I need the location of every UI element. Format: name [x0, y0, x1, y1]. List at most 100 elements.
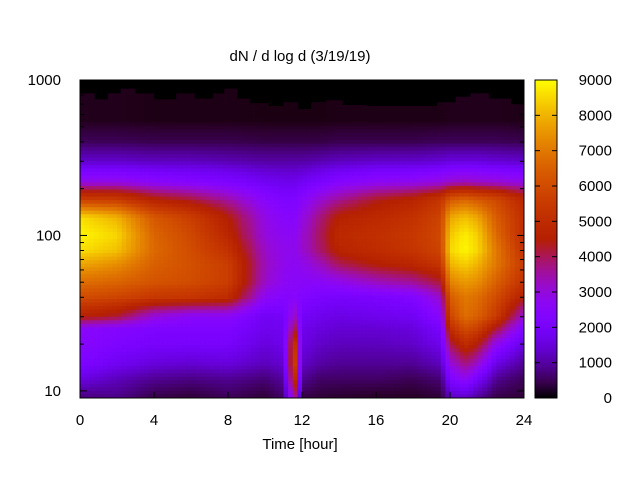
- heatmap-cell: [223, 90, 229, 95]
- heatmap-cell: [260, 111, 266, 116]
- heatmap-cell: [357, 235, 363, 240]
- heatmap-cell: [135, 249, 141, 254]
- heatmap-cell: [130, 249, 137, 254]
- heatmap-cell: [117, 104, 123, 109]
- heatmap-cell: [181, 217, 187, 222]
- heatmap-cell: [135, 171, 141, 176]
- heatmap-cell: [283, 196, 289, 201]
- heatmap-cell: [177, 214, 183, 219]
- heatmap-cell: [288, 242, 294, 247]
- heatmap-cell: [422, 133, 428, 138]
- heatmap-cell: [514, 228, 520, 233]
- heatmap-cell: [292, 235, 298, 240]
- heatmap-cell: [417, 154, 423, 159]
- heatmap-cell: [167, 133, 174, 138]
- heatmap-cell: [343, 143, 349, 148]
- heatmap-cell: [269, 147, 275, 152]
- heatmap-cell: [380, 249, 386, 254]
- heatmap-cell: [436, 178, 442, 184]
- heatmap-cell: [144, 214, 150, 219]
- heatmap-cell: [93, 203, 100, 208]
- heatmap-cell: [98, 178, 104, 184]
- heatmap-cell: [468, 154, 474, 159]
- heatmap-cell: [154, 161, 160, 166]
- heatmap-cell: [348, 200, 354, 205]
- heatmap-cell: [352, 133, 359, 138]
- heatmap-cell: [163, 182, 169, 187]
- heatmap-cell: [117, 94, 123, 99]
- heatmap-cell: [468, 207, 474, 212]
- heatmap-cell: [334, 175, 340, 180]
- heatmap-cell: [288, 175, 294, 180]
- heatmap-cell: [209, 182, 215, 187]
- heatmap-cell: [343, 256, 349, 261]
- heatmap-cell: [399, 210, 405, 215]
- heatmap-cell: [380, 161, 386, 166]
- heatmap-cell: [366, 122, 372, 127]
- heatmap-cell: [204, 154, 211, 159]
- heatmap-cell: [473, 221, 479, 226]
- heatmap-cell: [450, 186, 456, 191]
- heatmap-cell: [163, 122, 169, 127]
- heatmap-cell: [385, 207, 391, 212]
- heatmap-cell: [510, 150, 516, 155]
- heatmap-cell: [163, 221, 169, 226]
- heatmap-cell: [200, 221, 206, 226]
- heatmap-cell: [186, 154, 192, 159]
- heatmap-cell: [218, 186, 224, 191]
- heatmap-cell: [343, 224, 349, 229]
- heatmap-cell: [195, 111, 201, 116]
- heatmap-cell: [195, 101, 201, 106]
- heatmap-cell: [204, 242, 211, 247]
- heatmap-cell: [366, 249, 372, 254]
- heatmap-cell: [408, 256, 414, 261]
- heatmap-cell: [399, 196, 405, 201]
- heatmap-cell: [477, 231, 483, 237]
- heatmap-cell: [445, 214, 451, 219]
- heatmap-cell: [218, 94, 224, 99]
- heatmap-cell: [288, 228, 294, 233]
- heatmap-cell: [459, 157, 465, 162]
- heatmap-cell: [417, 193, 423, 198]
- heatmap-cell: [431, 108, 437, 113]
- heatmap-cell: [399, 260, 405, 265]
- heatmap-cell: [154, 203, 160, 208]
- heatmap-cell: [339, 129, 345, 134]
- heatmap-cell: [500, 196, 507, 201]
- heatmap-cell: [380, 207, 386, 212]
- heatmap-cell: [454, 143, 460, 148]
- heatmap-cell: [228, 260, 234, 265]
- heatmap-cell: [241, 221, 248, 226]
- heatmap-cell: [269, 200, 275, 205]
- heatmap-cell: [371, 122, 377, 127]
- heatmap-cell: [450, 115, 456, 120]
- heatmap-cell: [135, 125, 141, 131]
- heatmap-cell: [473, 228, 479, 233]
- heatmap-cell: [107, 147, 113, 152]
- heatmap-cell: [422, 164, 428, 169]
- heatmap-cell: [186, 175, 192, 180]
- heatmap-cell: [172, 104, 178, 109]
- heatmap-cell: [218, 200, 224, 205]
- heatmap-cell: [260, 129, 266, 134]
- heatmap-cell: [389, 136, 396, 141]
- heatmap-cell: [505, 256, 511, 261]
- heatmap-cell: [246, 235, 252, 240]
- heatmap-cell: [228, 239, 234, 244]
- heatmap-cell: [510, 118, 516, 123]
- heatmap-cell: [80, 178, 86, 184]
- heatmap-cell: [440, 196, 446, 201]
- heatmap-cell: [89, 186, 95, 191]
- heatmap-cell: [283, 203, 289, 208]
- heatmap-cell: [89, 193, 95, 198]
- heatmap-cell: [413, 111, 419, 116]
- heatmap-cell: [468, 115, 474, 120]
- heatmap-cell: [103, 214, 109, 219]
- heatmap-cell: [366, 133, 372, 138]
- heatmap-cell: [103, 108, 109, 113]
- heatmap-cell: [463, 175, 470, 180]
- heatmap-cell: [209, 175, 215, 180]
- heatmap-cell: [510, 125, 516, 131]
- heatmap-cell: [487, 161, 493, 166]
